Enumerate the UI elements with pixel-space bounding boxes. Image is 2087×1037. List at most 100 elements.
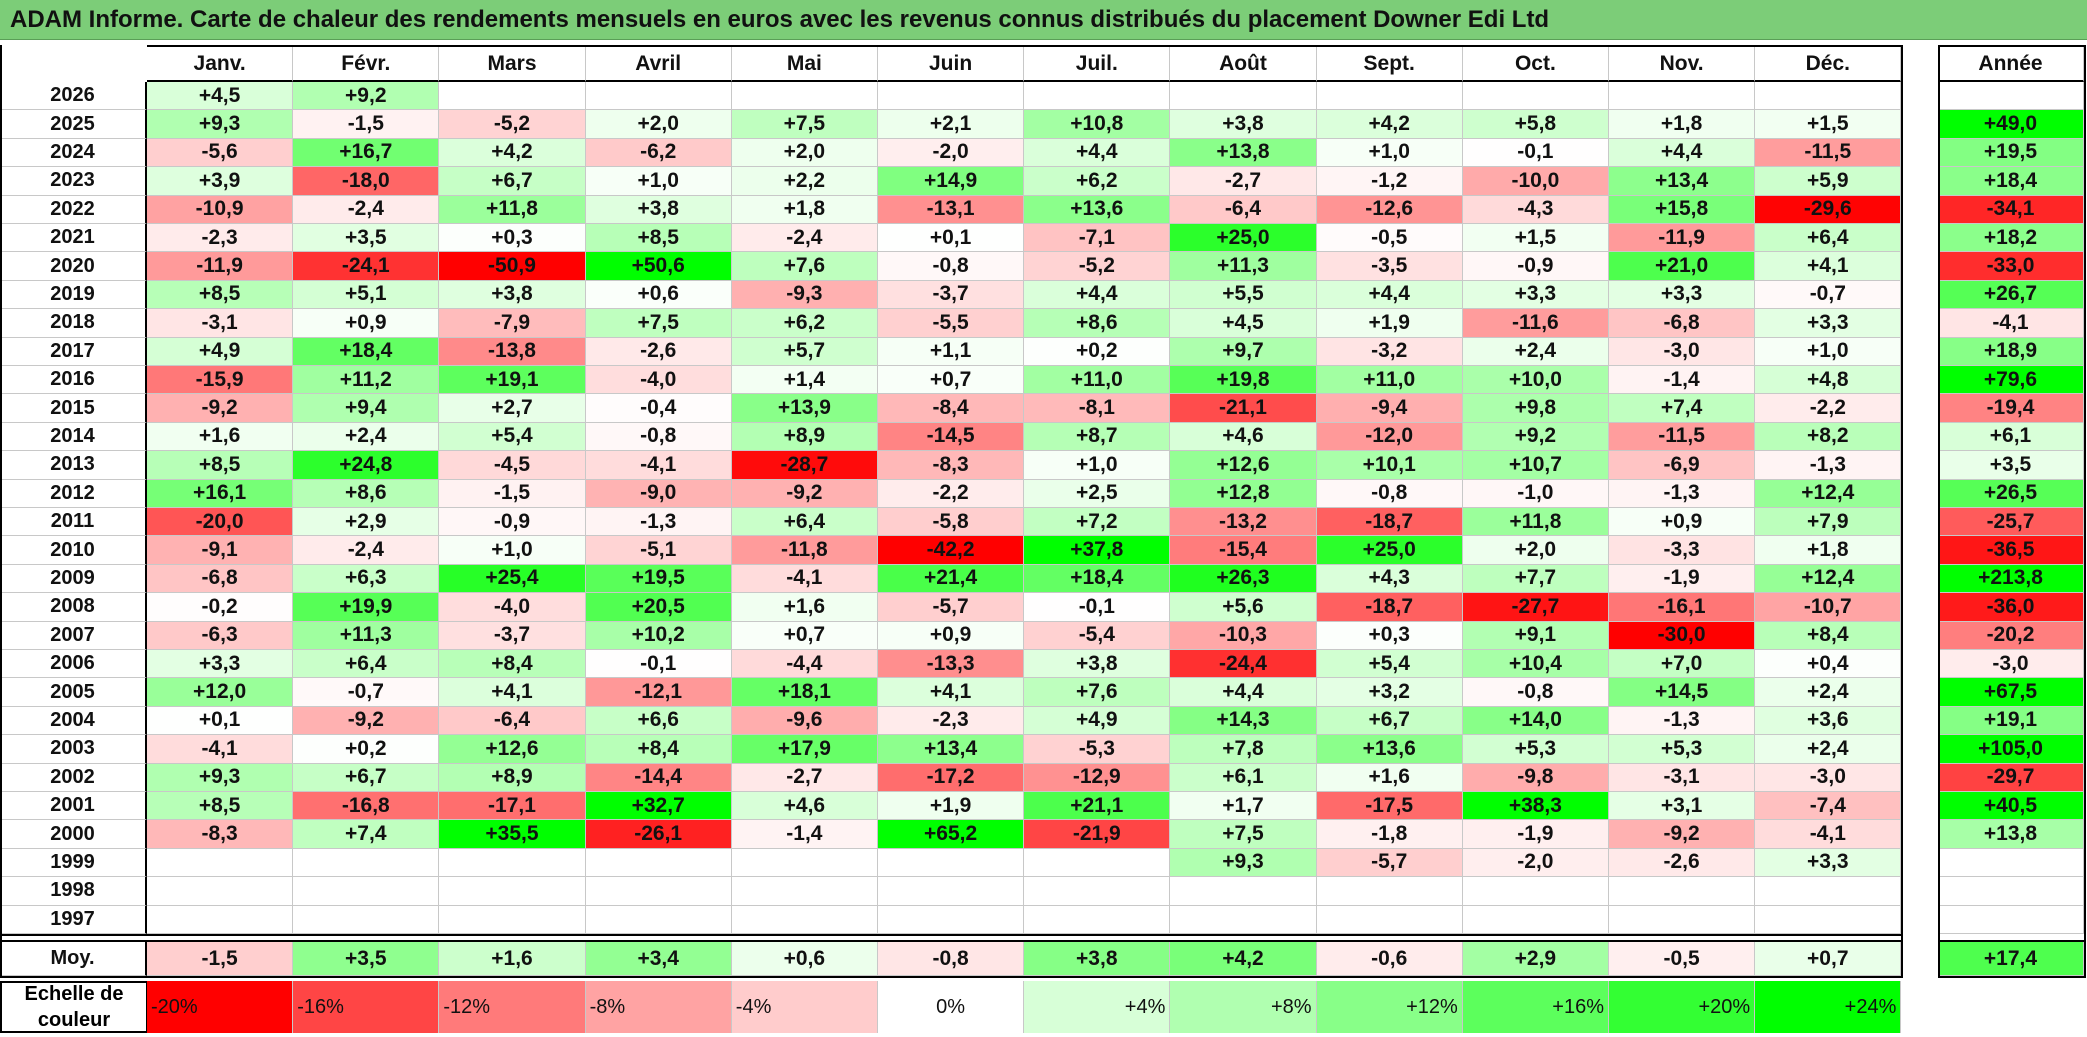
month-header: Oct.: [1462, 47, 1609, 82]
color-scale-stop: +20%: [1609, 981, 1756, 1033]
heatmap-cell: -4,3: [1462, 195, 1609, 224]
table-frame-left: [0, 45, 2, 976]
heatmap-cell: -5,7: [1316, 848, 1463, 878]
color-scale-stop: +8%: [1170, 981, 1317, 1033]
heatmap-cell: -2,0: [1462, 848, 1609, 878]
heatmap-cell: -9,3: [731, 280, 878, 310]
heatmap-cell: +5,8: [1462, 110, 1609, 139]
heatmap-cell: -11,9: [147, 252, 294, 281]
heatmap-cell: +2,4: [1755, 678, 1902, 707]
heatmap-cell: +19,1: [439, 366, 586, 395]
heatmap-cell: -11,5: [1755, 138, 1902, 168]
heatmap-cell: -5,2: [1024, 252, 1171, 281]
heatmap-cell: +4,9: [147, 337, 294, 366]
heatmap-cell: +10,7: [1462, 451, 1609, 480]
average-bottom-line: [0, 976, 1904, 978]
heatmap-cell: +3,9: [147, 167, 294, 196]
heatmap-cell: +24,8: [293, 451, 440, 480]
heatmap-cell: -2,3: [878, 706, 1025, 736]
annual-cell: -36,5: [1938, 536, 2084, 565]
heatmap-cell: +8,2: [1755, 422, 1902, 452]
heatmap-cell: [1755, 82, 1902, 111]
heatmap-cell: +3,1: [1609, 792, 1756, 821]
heatmap-cell: +5,5: [1170, 280, 1317, 310]
heatmap-cell: +5,3: [1462, 735, 1609, 764]
heatmap-cell: +13,4: [878, 735, 1025, 764]
row-year-label: 2017: [0, 337, 147, 366]
row-year-label: 2008: [0, 593, 147, 622]
heatmap-cell: -4,1: [147, 735, 294, 764]
heatmap-cell: +5,9: [1755, 167, 1902, 196]
heatmap-cell: [1462, 877, 1609, 906]
heatmap-cell: +4,8: [1755, 366, 1902, 395]
heatmap-cell: +15,8: [1609, 195, 1756, 224]
color-scale-stop-label: -8%: [589, 995, 626, 1018]
month-header: Mars: [439, 47, 586, 82]
heatmap-cell: +3,3: [1609, 280, 1756, 310]
color-scale-stop-label: +12%: [1406, 995, 1458, 1018]
heatmap-cell: +0,6: [585, 280, 732, 310]
row-year-label: 2026: [0, 82, 147, 111]
row-year-label: 1998: [0, 877, 147, 906]
heatmap-cell: -3,1: [147, 309, 294, 338]
heatmap-cell: +0,4: [1755, 650, 1902, 679]
heatmap-cell: +7,9: [1755, 508, 1902, 537]
heatmap-cell: [585, 82, 732, 111]
heatmap-cell: +0,7: [731, 621, 878, 650]
annual-cell: -4,1: [1938, 309, 2084, 338]
heatmap-cell: -30,0: [1609, 621, 1756, 650]
heatmap-cell: +7,7: [1462, 564, 1609, 594]
heatmap-cell: -0,9: [1462, 252, 1609, 281]
heatmap-cell: +6,4: [731, 508, 878, 537]
rows-bottom-line: [0, 934, 1904, 936]
heatmap-cell: [147, 848, 294, 878]
heatmap-cell: +19,8: [1170, 366, 1317, 395]
row-year-label: 2010: [0, 536, 147, 565]
annual-cell: +26,7: [1938, 280, 2084, 310]
annual-cell: [1938, 877, 2084, 906]
heatmap-cell: -0,2: [147, 593, 294, 622]
heatmap-cell: +0,1: [147, 706, 294, 736]
heatmap-cell: +6,2: [731, 309, 878, 338]
heatmap-cell: +65,2: [878, 820, 1025, 849]
heatmap-cell: -0,8: [585, 422, 732, 452]
month-header: Mai: [731, 47, 878, 82]
heatmap-cell: -3,7: [878, 280, 1025, 310]
heatmap-cell: -0,1: [1462, 138, 1609, 168]
annual-cell: -3,0: [1938, 650, 2084, 679]
color-scale-stop-label: 0%: [936, 995, 966, 1018]
average-annual-cell: +17,4: [1938, 942, 2084, 976]
heatmap-cell: -3,5: [1316, 252, 1463, 281]
heatmap-cell: +1,1: [878, 337, 1025, 366]
heatmap-cell: +3,2: [1316, 678, 1463, 707]
heatmap-cell: +14,0: [1462, 706, 1609, 736]
heatmap-cell: -12,1: [585, 678, 732, 707]
heatmap-cell: -0,9: [439, 508, 586, 537]
heatmap-cell: -0,8: [878, 252, 1025, 281]
heatmap-cell: -0,4: [585, 394, 732, 423]
row-year-label: 2003: [0, 735, 147, 764]
heatmap-cell: +26,3: [1170, 564, 1317, 594]
heatmap-cell: +8,5: [147, 280, 294, 310]
heatmap-cell: +0,3: [439, 224, 586, 253]
heatmap-cell: -1,3: [1609, 479, 1756, 508]
heatmap-cell: +7,0: [1609, 650, 1756, 679]
annual-cell: +105,0: [1938, 735, 2084, 764]
average-cell: -0,8: [878, 942, 1025, 976]
heatmap-cell: -12,0: [1316, 422, 1463, 452]
heatmap-cell: -9,8: [1462, 763, 1609, 792]
heatmap-cell: +4,2: [439, 138, 586, 168]
heatmap-cell: +5,1: [293, 280, 440, 310]
heatmap-cell: +7,2: [1024, 508, 1171, 537]
heatmap-cell: -21,1: [1170, 394, 1317, 423]
heatmap-cell: +4,4: [1609, 138, 1756, 168]
heatmap-cell: +1,8: [731, 195, 878, 224]
color-scale-stop: -20%: [147, 981, 294, 1033]
heatmap-cell: +4,6: [1170, 422, 1317, 452]
heatmap-cell: -6,4: [439, 706, 586, 736]
heatmap-cell: +1,5: [1462, 224, 1609, 253]
heatmap-cell: +35,5: [439, 820, 586, 849]
heatmap-cell: +7,5: [1170, 820, 1317, 849]
heatmap-cell: +5,3: [1609, 735, 1756, 764]
table-frame-top: [147, 45, 1902, 47]
